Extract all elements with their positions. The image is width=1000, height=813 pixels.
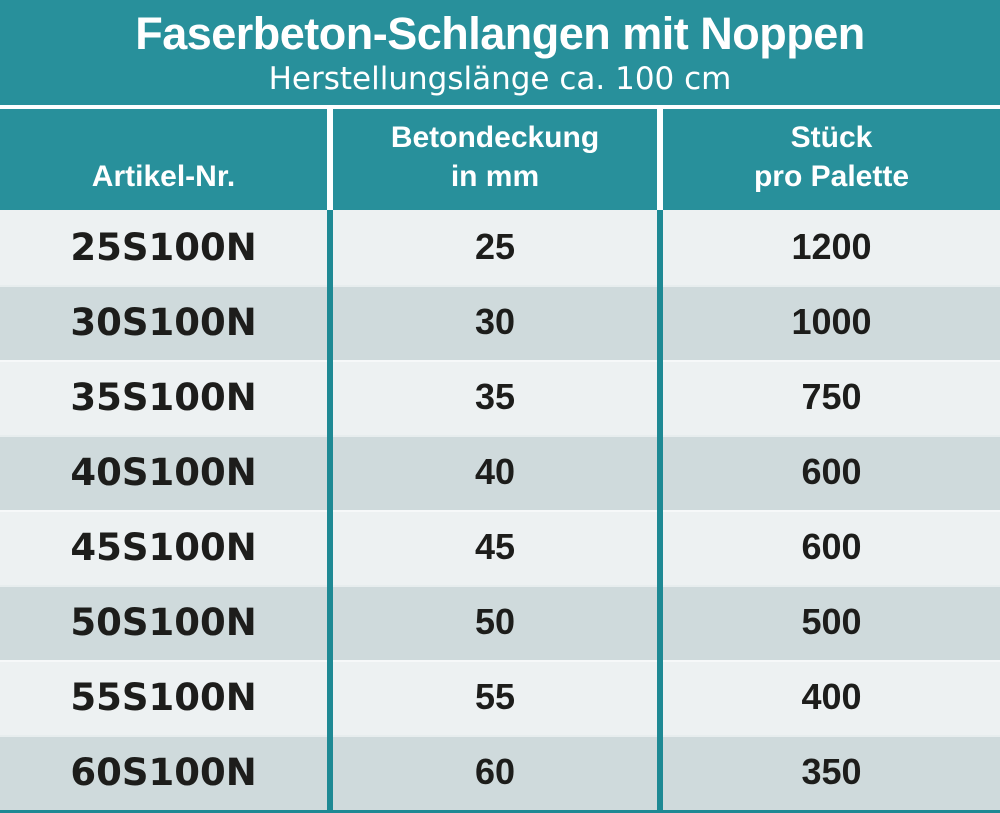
table-subtitle: Herstellungslänge ca. 100 cm bbox=[268, 60, 732, 97]
column-divider bbox=[657, 509, 663, 585]
table-row: 35S100N 35 750 bbox=[0, 359, 1000, 435]
artikel-cell: 25S100N bbox=[0, 209, 327, 285]
column-header-betondeckung: Betondeckung in mm bbox=[333, 109, 657, 210]
column-divider bbox=[327, 584, 333, 660]
stueck-cell: 600 bbox=[663, 434, 1000, 510]
column-header-stueck-pro-palette: Stück pro Palette bbox=[663, 109, 1000, 210]
column-divider bbox=[327, 434, 333, 510]
column-divider bbox=[657, 734, 663, 810]
table-row: 30S100N 30 1000 bbox=[0, 284, 1000, 360]
table-row: 55S100N 55 400 bbox=[0, 659, 1000, 735]
table-row: 60S100N 60 350 bbox=[0, 734, 1000, 810]
stueck-cell: 400 bbox=[663, 659, 1000, 735]
stueck-cell: 350 bbox=[663, 734, 1000, 810]
artikel-cell: 30S100N bbox=[0, 284, 327, 360]
column-divider bbox=[657, 434, 663, 510]
artikel-cell: 55S100N bbox=[0, 659, 327, 735]
table-title: Faserbeton-Schlangen mit Noppen bbox=[135, 8, 865, 60]
table-header-row: Artikel-Nr. Betondeckung in mm Stück pro… bbox=[0, 109, 1000, 210]
artikel-cell: 60S100N bbox=[0, 734, 327, 810]
betondeckung-cell: 30 bbox=[333, 284, 657, 360]
table-body: 25S100N 25 1200 30S100N 30 1000 35S100N … bbox=[0, 209, 1000, 813]
column-divider bbox=[327, 359, 333, 435]
stueck-cell: 1000 bbox=[663, 284, 1000, 360]
title-header-separator bbox=[0, 104, 1000, 110]
table-row: 40S100N 40 600 bbox=[0, 434, 1000, 510]
bottom-border bbox=[0, 809, 1000, 813]
column-divider bbox=[327, 659, 333, 735]
table-row: 50S100N 50 500 bbox=[0, 584, 1000, 660]
betondeckung-cell: 40 bbox=[333, 434, 657, 510]
betondeckung-cell: 60 bbox=[333, 734, 657, 810]
stueck-cell: 750 bbox=[663, 359, 1000, 435]
column-header-line: in mm bbox=[450, 160, 540, 194]
column-divider bbox=[657, 284, 663, 360]
column-header-line: pro Palette bbox=[753, 160, 910, 194]
artikel-cell: 50S100N bbox=[0, 584, 327, 660]
column-header-line: Artikel-Nr. bbox=[91, 160, 236, 194]
betondeckung-cell: 45 bbox=[333, 509, 657, 585]
betondeckung-cell: 35 bbox=[333, 359, 657, 435]
betondeckung-cell: 25 bbox=[333, 209, 657, 285]
table-title-banner: Faserbeton-Schlangen mit Noppen Herstell… bbox=[0, 0, 1000, 105]
stueck-cell: 500 bbox=[663, 584, 1000, 660]
stueck-cell: 1200 bbox=[663, 209, 1000, 285]
column-divider bbox=[657, 659, 663, 735]
column-divider bbox=[657, 584, 663, 660]
artikel-cell: 45S100N bbox=[0, 509, 327, 585]
column-divider bbox=[327, 284, 333, 360]
column-divider bbox=[657, 359, 663, 435]
stueck-cell: 600 bbox=[663, 509, 1000, 585]
artikel-cell: 35S100N bbox=[0, 359, 327, 435]
betondeckung-cell: 50 bbox=[333, 584, 657, 660]
column-header-line: Stück bbox=[790, 120, 873, 154]
column-header-artikel-nr: Artikel-Nr. bbox=[0, 109, 327, 210]
column-divider bbox=[657, 209, 663, 285]
column-divider bbox=[327, 509, 333, 585]
table-row: 25S100N 25 1200 bbox=[0, 209, 1000, 285]
betondeckung-cell: 55 bbox=[333, 659, 657, 735]
column-header-line: Betondeckung bbox=[390, 120, 600, 154]
table-row: 45S100N 45 600 bbox=[0, 509, 1000, 585]
artikel-cell: 40S100N bbox=[0, 434, 327, 510]
column-divider bbox=[327, 209, 333, 285]
column-divider bbox=[327, 734, 333, 810]
